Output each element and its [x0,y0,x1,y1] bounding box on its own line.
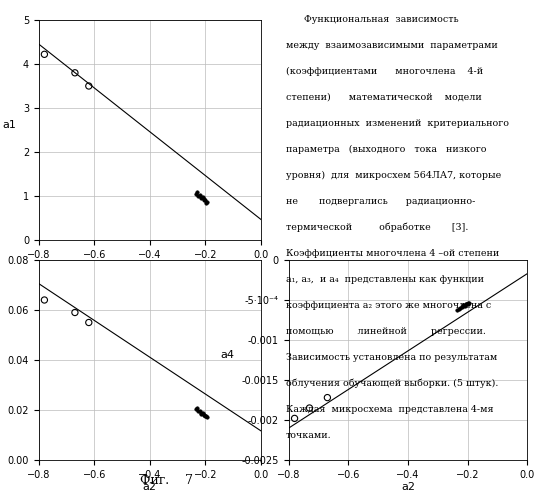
Point [201,196,210,204]
X-axis label: a2: a2 [401,482,415,492]
Point [191,405,200,413]
Text: параметра   (выходного   тока   низкого: параметра (выходного тока низкого [286,145,486,154]
Point [191,190,200,198]
Point [198,408,207,416]
Point [290,414,299,422]
Point [195,191,204,199]
Text: точками.: точками. [286,431,331,440]
Text: Зависимость установлена по результатам: Зависимость установлена по результатам [286,353,497,362]
Point [323,394,332,402]
Point [40,296,49,304]
Point [201,412,210,420]
Text: (коэффициентами      многочлена    4-й: (коэффициентами многочлена 4-й [286,67,483,76]
Point [463,300,472,308]
Y-axis label: a4: a4 [221,350,235,360]
Point [200,196,209,204]
Point [193,188,201,196]
Text: помощью        линейной        регрессии.: помощью линейной регрессии. [286,327,486,336]
X-axis label: a2: a2 [143,482,157,492]
Point [84,318,93,326]
Y-axis label: a3: a3 [0,350,1,360]
Point [460,302,469,310]
Text: между  взаимозависимыми  параметрами: между взаимозависимыми параметрами [286,41,498,50]
Text: Каждая  микросхема  представлена 4-мя: Каждая микросхема представлена 4-мя [286,405,493,414]
Y-axis label: a1: a1 [2,120,16,130]
Point [196,194,205,202]
Point [201,198,210,206]
Point [195,406,204,414]
Point [457,303,466,311]
Point [453,306,462,314]
Text: коэффициента a₂ этого же многочлена с: коэффициента a₂ этого же многочлена с [286,301,491,310]
Text: уровня)  для  микросхем 564ЛА7, которые: уровня) для микросхем 564ЛА7, которые [286,171,501,180]
Point [305,404,314,412]
Point [462,300,471,308]
Point [40,50,49,58]
Point [465,299,473,307]
Point [200,195,209,203]
Point [203,198,211,205]
Text: a₁, a₃,  и a₄  представлены как функции: a₁, a₃, и a₄ представлены как функции [286,275,484,284]
Point [194,407,203,415]
Point [458,302,467,310]
X-axis label: a2: a2 [143,262,157,272]
Point [198,193,207,201]
Point [464,299,473,307]
Point [454,305,463,313]
Text: степени)      математической    модели: степени) математической модели [286,93,482,102]
Text: Коэффициенты многочлена 4 –ой степени: Коэффициенты многочлена 4 –ой степени [286,249,499,258]
Text: термической         обработке       [3].: термической обработке [3]. [286,223,468,232]
Point [456,304,465,312]
Point [70,69,79,77]
Point [194,192,203,200]
Point [196,410,205,418]
Point [203,412,211,420]
Text: облучения обучающей выборки. (5 штук).: облучения обучающей выборки. (5 штук). [286,379,498,388]
Point [196,194,205,202]
Point [70,308,79,316]
Point [462,300,471,308]
Point [458,301,467,309]
Point [200,411,209,419]
Point [84,82,93,90]
Text: Функциональная  зависимость: Функциональная зависимость [286,15,458,24]
Point [201,412,210,420]
Text: радиационных  изменений  критериального: радиационных изменений критериального [286,119,509,128]
Text: Фиг.    7: Фиг. 7 [140,474,193,488]
Point [200,410,209,418]
Point [196,409,205,417]
Point [193,404,201,412]
Text: не       подвергались      радиационно-: не подвергались радиационно- [286,197,475,206]
